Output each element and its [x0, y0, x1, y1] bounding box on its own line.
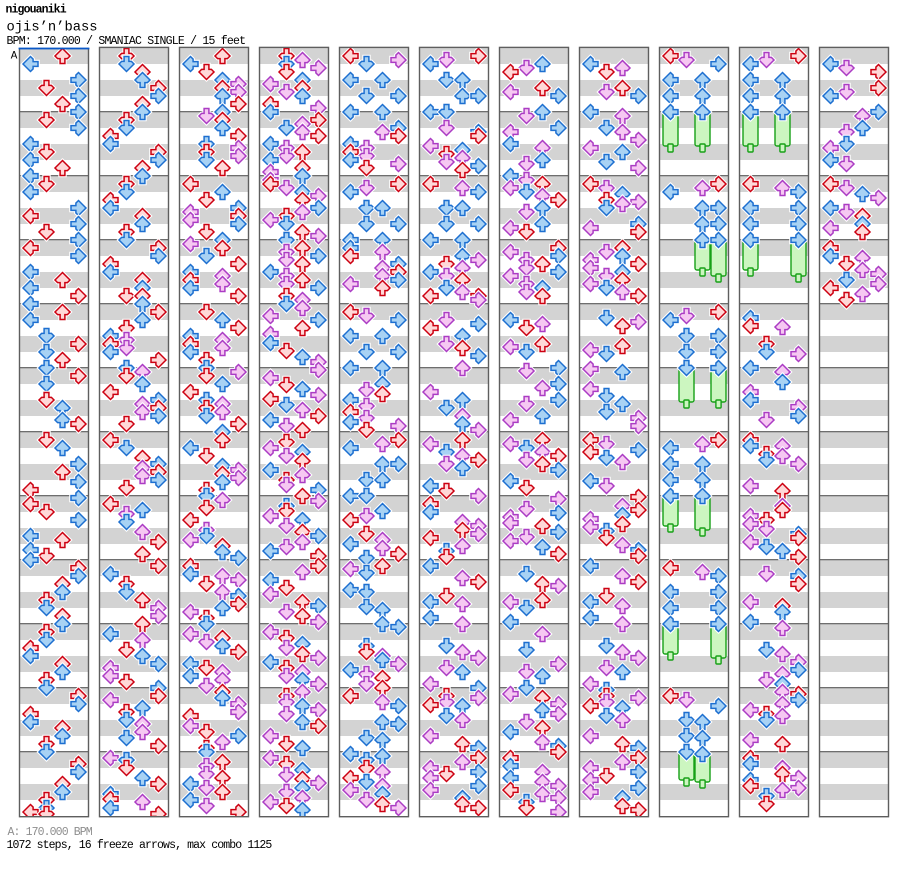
svg-text:A: A — [11, 50, 18, 62]
svg-text:ojis’n’bass: ojis’n’bass — [7, 20, 98, 36]
svg-text:1072 steps, 16 freeze arrows,: 1072 steps, 16 freeze arrows, max combo … — [7, 839, 273, 852]
svg-text:nigouaniki: nigouaniki — [6, 4, 67, 17]
svg-text:A: 170.000 BPM: A: 170.000 BPM — [8, 826, 93, 839]
svg-text:BPM: 170.000 / SMANIAC SINGLE: BPM: 170.000 / SMANIAC SINGLE / 15 feet — [7, 35, 246, 48]
